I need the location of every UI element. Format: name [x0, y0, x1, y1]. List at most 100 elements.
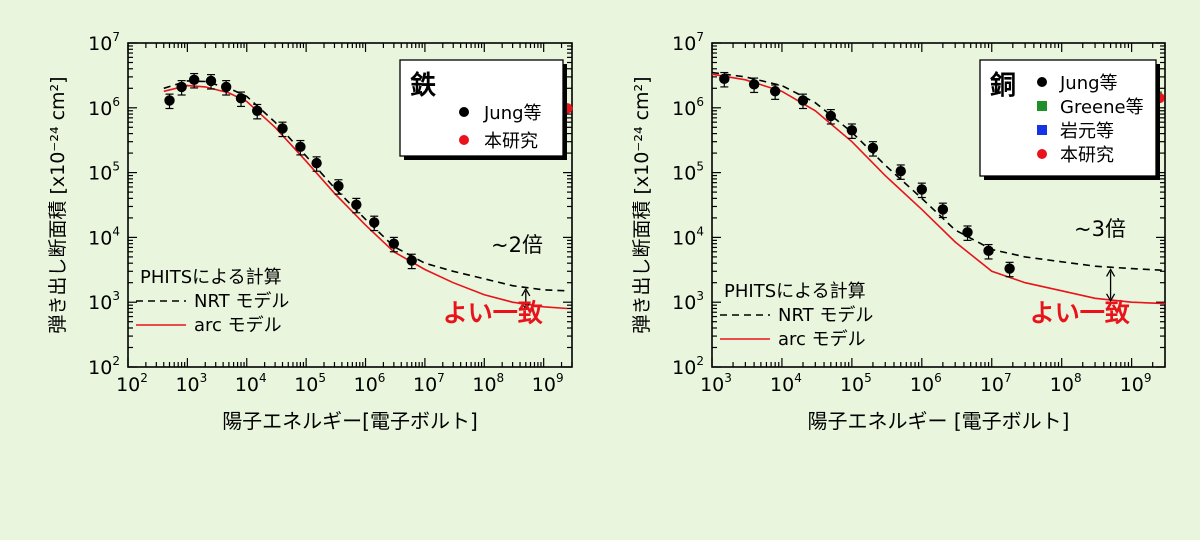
x-tick-label-base: 10	[235, 374, 259, 396]
legend-box	[399, 59, 564, 157]
data-point	[962, 227, 973, 238]
x-tick-label-exp: 3	[200, 371, 208, 385]
series-line-arc	[163, 84, 568, 310]
ratio-arrow-head-bottom	[521, 301, 531, 311]
data-point	[220, 81, 232, 93]
data-point	[311, 157, 322, 169]
x-tick-label-base: 10	[532, 374, 556, 396]
y-tick-label-base: 10	[672, 357, 696, 379]
x-tick-label-exp: 2	[140, 371, 148, 385]
y-tick-label-base: 10	[672, 227, 696, 249]
x-tick-label: 109	[1120, 371, 1152, 396]
x-tick-label-exp: 4	[794, 371, 802, 385]
legend-element-title: 銅	[990, 70, 1016, 101]
y-tick-label-exp: 6	[112, 95, 120, 109]
x-tick-label-exp: 3	[724, 371, 732, 385]
x-tick-label: 102	[116, 371, 148, 396]
y-tick-label: 106	[672, 95, 704, 120]
x-tick-label-base: 10	[770, 374, 794, 396]
data-point	[719, 73, 730, 85]
series-points-2	[164, 72, 417, 270]
y-tick-label-exp: 5	[696, 160, 704, 174]
x-tick-label: 104	[235, 371, 267, 396]
legend-label: Jung等	[1059, 73, 1118, 94]
x-tick-label-exp: 4	[259, 371, 267, 385]
data-point	[188, 74, 200, 86]
y-tick-label-exp: 3	[696, 289, 704, 303]
x-tick-label-exp: 8	[1074, 371, 1082, 385]
x-axis-title: 陽子エネルギー [電子ボルト]	[808, 409, 1070, 433]
line-legend-label: NRT モデル	[778, 305, 873, 326]
ratio-annotation: ~2倍	[491, 233, 543, 257]
data-point	[1004, 263, 1015, 274]
x-tick-label: 108	[1050, 371, 1082, 396]
data-point	[406, 255, 417, 266]
series-line-nrt	[712, 71, 1165, 272]
data-point	[797, 95, 809, 106]
x-tick-label-base: 10	[175, 374, 199, 396]
x-tick-label-base: 10	[980, 374, 1004, 396]
x-tick-label-base: 10	[1050, 374, 1074, 396]
y-tick-label: 105	[672, 160, 704, 185]
x-tick-label: 106	[354, 371, 386, 396]
data-point	[937, 204, 949, 215]
legend-element-title: 鉄	[410, 70, 436, 101]
series-points-2	[719, 71, 1015, 278]
y-tick-label-base: 10	[672, 292, 696, 314]
legend-marker-square	[1037, 101, 1047, 111]
y-tick-label-base: 10	[672, 98, 696, 120]
x-axis-title: 陽子エネルギー[電子ボルト]	[222, 409, 478, 433]
y-axis-title: 弾き出し断面積 [x10⁻²⁴ cm²]	[47, 76, 69, 333]
line-legend: PHITSによる計算 NRT モデル arc モデル	[136, 267, 289, 336]
x-tick-label-base: 10	[472, 374, 496, 396]
y-tick-label-exp: 3	[112, 289, 120, 303]
plot-frame	[127, 42, 573, 368]
y-tick-label: 102	[88, 354, 120, 379]
line-legend-label: NRT モデル	[194, 291, 289, 312]
ratio-annotation: ~3倍	[1074, 217, 1126, 241]
plot-frame	[711, 42, 1166, 368]
data-point	[205, 75, 217, 87]
data-point	[748, 79, 760, 90]
legend-marker	[459, 135, 469, 145]
y-axis-ticks	[712, 42, 1165, 368]
line-legend-heading: PHITSによる計算	[724, 281, 866, 302]
x-tick-label: 105	[294, 371, 326, 396]
y-axis-title: 弾き出し断面積 [x10⁻²⁴ cm²]	[631, 76, 653, 333]
y-tick-label-exp: 2	[112, 354, 120, 368]
chart-panel-left: 102 103 104 105 106 107 108 1091021031041051061…	[47, 30, 573, 433]
y-tick-label: 104	[672, 224, 704, 249]
x-tick-label: 103	[175, 371, 207, 396]
data-point	[369, 217, 380, 228]
x-tick-label-base: 10	[840, 374, 864, 396]
ratio-arrow	[1106, 268, 1116, 303]
x-tick-label-exp: 6	[378, 371, 386, 385]
y-tick-label-base: 10	[88, 292, 112, 314]
legend-marker	[1037, 77, 1047, 87]
x-tick-label-base: 10	[700, 374, 724, 396]
y-tick-label-exp: 4	[112, 224, 120, 238]
legend-label: 本研究	[1060, 145, 1114, 166]
x-tick-label-base: 10	[354, 374, 378, 396]
legend-label: 岩元等	[1060, 121, 1114, 142]
data-point	[916, 184, 928, 195]
y-tick-label: 102	[672, 354, 704, 379]
legend-label: Greene等	[1060, 97, 1144, 118]
agreement-annotation: よい一致	[443, 299, 544, 328]
series-line-nrt	[163, 80, 568, 292]
y-tick-label-exp: 7	[112, 30, 120, 44]
x-axis-ticks	[711, 43, 1166, 367]
data-point	[825, 110, 837, 122]
y-tick-label-exp: 4	[696, 224, 704, 238]
data-point	[164, 95, 175, 106]
x-tick-label: 105	[840, 371, 872, 396]
x-tick-label-exp: 6	[934, 371, 942, 385]
data-point	[295, 141, 306, 153]
y-tick-label-exp: 5	[112, 160, 120, 174]
data-point	[176, 81, 187, 93]
y-tick-label-base: 10	[88, 163, 112, 185]
line-legend: PHITSによる計算 NRT モデル arc モデル	[720, 281, 873, 350]
y-axis-ticks	[128, 42, 572, 368]
